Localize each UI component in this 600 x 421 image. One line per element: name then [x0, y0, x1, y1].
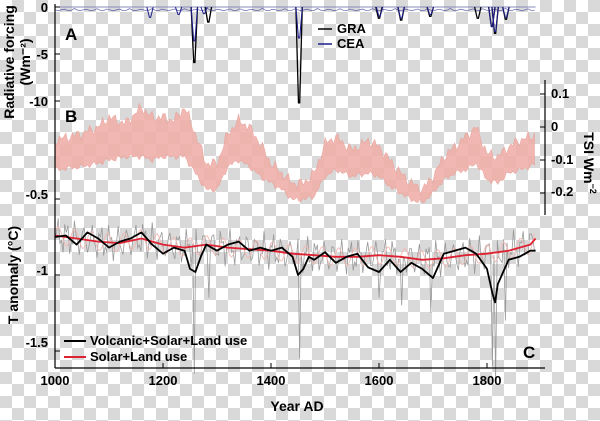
panel-a-cea-spike-8 [488, 6, 496, 28]
panel-c-letter: C [523, 343, 535, 362]
panel-a-ytick-1: -5 [36, 47, 48, 62]
panel-a-cea-spike-6 [397, 6, 405, 19]
xtick-1800: 1800 [473, 373, 502, 388]
panel-c-ytick-2: -1.5 [26, 335, 48, 350]
panel-b-ylabel: TSI Wm−2 [581, 132, 598, 194]
xtick-1200: 1200 [149, 373, 178, 388]
panel-b-ytick-2: -0.1 [551, 152, 573, 167]
panel-a-gra-spike-1 [204, 6, 213, 23]
panel-c-ylabel: T anomaly (°C) [5, 226, 21, 324]
legend-cea-label: CEA [337, 36, 365, 51]
panel-a-cea-spike-0 [146, 6, 154, 18]
legend-volcanic-label: Volcanic+Solar+Land use [90, 333, 247, 348]
legend-gra-label: GRA [337, 21, 367, 36]
axis-ticks [54, 6, 545, 368]
panel-a-ytick-0: 0 [41, 0, 48, 15]
panel-b-ytick-0: 0.1 [551, 86, 569, 101]
panel-a-gra-spike-2 [295, 6, 303, 104]
panel-a-gra-spike-6 [473, 6, 482, 19]
panel-c-series-solar-land-use [54, 234, 537, 261]
panel-a-cea-spike-5 [375, 6, 384, 17]
panel-a-gra-spike-0 [190, 6, 199, 64]
panel-c-annual-pink-line [54, 226, 535, 270]
panel-a-ylabel-line1: Radiative forcing [1, 5, 17, 119]
panel-a-ytick-2: -10 [29, 94, 48, 109]
panel-a-letter: A [65, 25, 77, 44]
panel-a-ylabel-line2: (Wm⁻²) [17, 38, 33, 85]
panel-c-ytick-1: -1 [36, 263, 48, 278]
panel-c-ytick-0: -0.5 [26, 187, 48, 202]
panel-c-legend: Volcanic+Solar+Land use Solar+Land use [64, 333, 247, 364]
panel-a-cea-spike-9 [491, 6, 499, 32]
panel-b-letter: B [65, 107, 77, 126]
panel-a-cea-spike-4 [295, 6, 303, 39]
panel-b-ytick-3: -0.2 [551, 184, 573, 199]
panel-b-tsi-band [54, 102, 535, 204]
panel-c-temperature-series [54, 231, 537, 304]
legend-solar-label: Solar+Land use [90, 349, 187, 364]
x-axis-label: Year AD [270, 398, 323, 414]
panel-a-cea-spike-2 [190, 6, 199, 42]
panel-b-tsi-envelope [54, 102, 535, 204]
panel-a-forcing-series [54, 6, 536, 104]
xtick-1400: 1400 [257, 373, 286, 388]
panel-b-ytick-1: 0 [551, 119, 558, 134]
xtick-1600: 1600 [365, 373, 394, 388]
panel-a-legend: GRA CEA [318, 21, 367, 51]
xtick-1000: 1000 [41, 373, 70, 388]
panel-c-series-volcanic-solar-land-use [54, 231, 536, 304]
panel-a-cea-background-line [54, 7, 535, 12]
panel-a-cea-spike-10 [502, 6, 510, 18]
